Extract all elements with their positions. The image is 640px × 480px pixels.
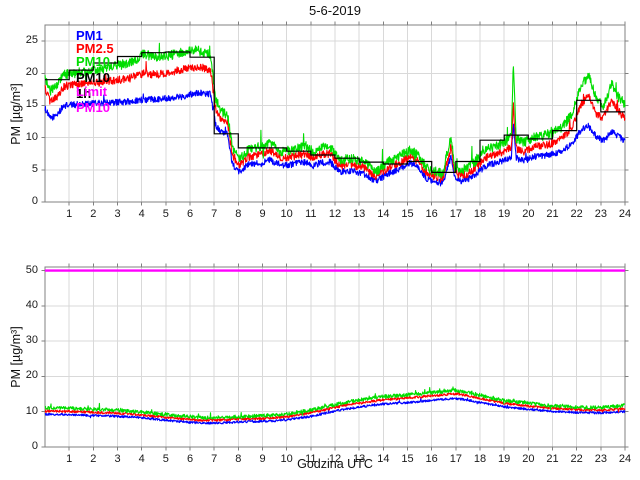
x-tick-label: 9 (259, 208, 266, 220)
x-tick-label: 11 (305, 208, 317, 220)
x-tick-label: 5 (162, 453, 169, 465)
y-tick-label: 5 (31, 162, 38, 175)
x-tick-label: 6 (186, 453, 194, 465)
x-tick-label: 12 (328, 453, 342, 465)
legend-label-pm10-1h: PM10 1h (76, 69, 110, 101)
x-tick-label: 10 (280, 208, 293, 220)
x-tick-label: 3 (114, 453, 121, 465)
y-tick-label: 10 (25, 130, 38, 143)
x-tick-label: 18 (473, 208, 487, 220)
y-tick-label: 10 (25, 404, 38, 417)
x-tick-label: 13 (353, 208, 366, 220)
x-tick-label: 17 (449, 208, 462, 220)
legend-label-pm1: PM1 (76, 28, 103, 43)
x-tick-label: 15 (401, 208, 414, 220)
x-tick-label: 2 (90, 453, 97, 465)
y-tick-label: 25 (25, 34, 38, 47)
x-tick-label: 21 (546, 453, 559, 465)
x-tick-label: 7 (211, 453, 218, 465)
x-tick-label: 13 (353, 453, 366, 465)
x-tick-label: 10 (280, 453, 293, 465)
x-tick-label: 4 (138, 208, 145, 220)
x-tick-label: 22 (570, 208, 583, 220)
x-tick-label: 4 (138, 453, 145, 465)
x-tick-label: 20 (522, 208, 535, 220)
x-tick-label: 5 (162, 208, 169, 220)
legend-label-pm10: PM10 (76, 54, 110, 69)
bottom-chart-x-axis-label: Godzina UTC (297, 457, 373, 471)
y-tick-label: 0 (31, 440, 38, 452)
x-tick-label: 14 (377, 453, 390, 465)
top-chart-canvas (41, 21, 629, 206)
x-tick-label: 7 (211, 208, 218, 220)
x-tick-label: 23 (594, 208, 607, 220)
x-tick-label: 24 (618, 453, 632, 465)
y-tick-label: 15 (25, 98, 38, 111)
x-tick-label: 23 (594, 453, 607, 465)
x-tick-label: 20 (522, 453, 535, 465)
x-tick-label: 2 (90, 208, 97, 220)
y-tick-label: 20 (25, 369, 38, 382)
x-tick-label: 21 (546, 208, 559, 220)
x-tick-label: 16 (425, 453, 438, 465)
x-tick-label: 1 (66, 453, 73, 465)
chart-title: 5-6-2019 (308, 3, 362, 18)
x-tick-label: 9 (259, 453, 266, 465)
bottom-chart-canvas (41, 263, 629, 451)
x-tick-label: 24 (618, 208, 632, 220)
x-tick-label: 1 (66, 208, 73, 220)
x-tick-label: 8 (235, 453, 242, 465)
x-tick-label: 11 (305, 453, 317, 465)
legend-label-pm2-5: PM2.5 (76, 41, 114, 56)
y-tick-label: 0 (31, 195, 38, 207)
x-tick-label: 16 (425, 208, 438, 220)
x-tick-label: 6 (186, 208, 194, 220)
x-tick-label: 22 (570, 453, 583, 465)
legend-label-limit-pm10: Limit PM10 (76, 84, 110, 115)
y-tick-label: 20 (25, 66, 38, 79)
x-tick-label: 17 (449, 453, 462, 465)
x-tick-label: 19 (498, 453, 511, 465)
x-tick-label: 14 (377, 208, 390, 220)
x-tick-label: 19 (498, 208, 511, 220)
x-tick-label: 12 (328, 208, 342, 220)
x-tick-label: 3 (114, 208, 121, 220)
x-tick-label: 8 (235, 208, 242, 220)
y-tick-label: 40 (25, 298, 38, 311)
y-tick-label: 50 (25, 263, 38, 276)
y-tick-label: 30 (25, 334, 38, 347)
x-tick-label: 15 (401, 453, 414, 465)
x-tick-label: 18 (473, 453, 487, 465)
